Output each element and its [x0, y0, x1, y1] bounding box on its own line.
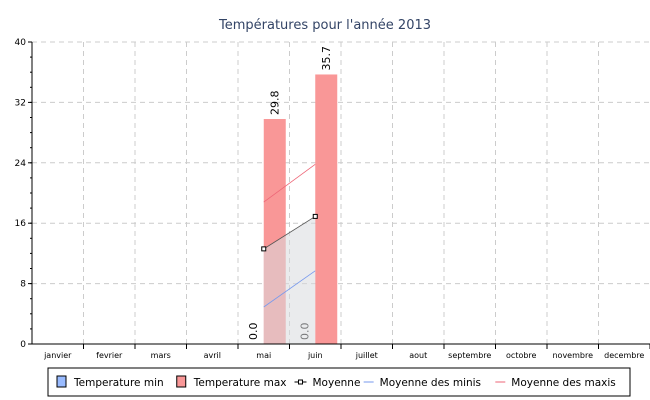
legend-marker [298, 379, 303, 385]
x-tick-label: janvier [43, 351, 72, 360]
moyenne-area [263, 216, 316, 344]
y-tick-label: 32 [15, 98, 26, 108]
line-moyenne [263, 216, 316, 250]
moyenne-point [312, 213, 318, 219]
bar-value-label: 29.8 [269, 91, 282, 116]
legend-label: Moyenne des maxis [511, 377, 615, 389]
line-moyenne-des-minis [263, 270, 316, 308]
bar-value-label: 0.0 [247, 323, 260, 341]
y-tick-label: 0 [20, 340, 26, 350]
y-tick-label: 40 [15, 38, 27, 48]
x-tick-label: septembre [448, 351, 491, 360]
x-tick-label: avril [204, 351, 221, 360]
x-tick-label: juillet [355, 351, 378, 360]
bar-max [315, 74, 338, 344]
x-tick-label: octobre [506, 351, 537, 360]
y-tick-label: 16 [15, 219, 27, 229]
x-tick-label: novembre [552, 351, 593, 360]
legend-swatch [56, 375, 67, 388]
y-tick-label: 24 [15, 159, 27, 169]
legend-box [47, 367, 631, 397]
line-moyenne-des-maxis [263, 163, 316, 203]
legend-label: Temperature max [193, 377, 287, 389]
bar-value-label: 35.7 [320, 46, 333, 71]
x-tick-label: juin [307, 351, 323, 360]
x-tick-label: mai [256, 351, 271, 360]
moyenne-point [261, 246, 267, 252]
legend-label: Moyenne des minis [380, 377, 481, 389]
x-tick-label: fevrier [96, 351, 123, 360]
x-tick-label: aout [409, 351, 427, 360]
legend-label: Temperature min [73, 377, 164, 389]
legend-swatch [176, 375, 187, 388]
chart-title: Températures pour l'année 2013 [218, 18, 431, 33]
y-tick-label: 8 [20, 280, 26, 290]
x-tick-label: mars [151, 351, 171, 360]
x-tick-label: decembre [604, 351, 644, 360]
legend-label: Moyenne [313, 377, 361, 389]
